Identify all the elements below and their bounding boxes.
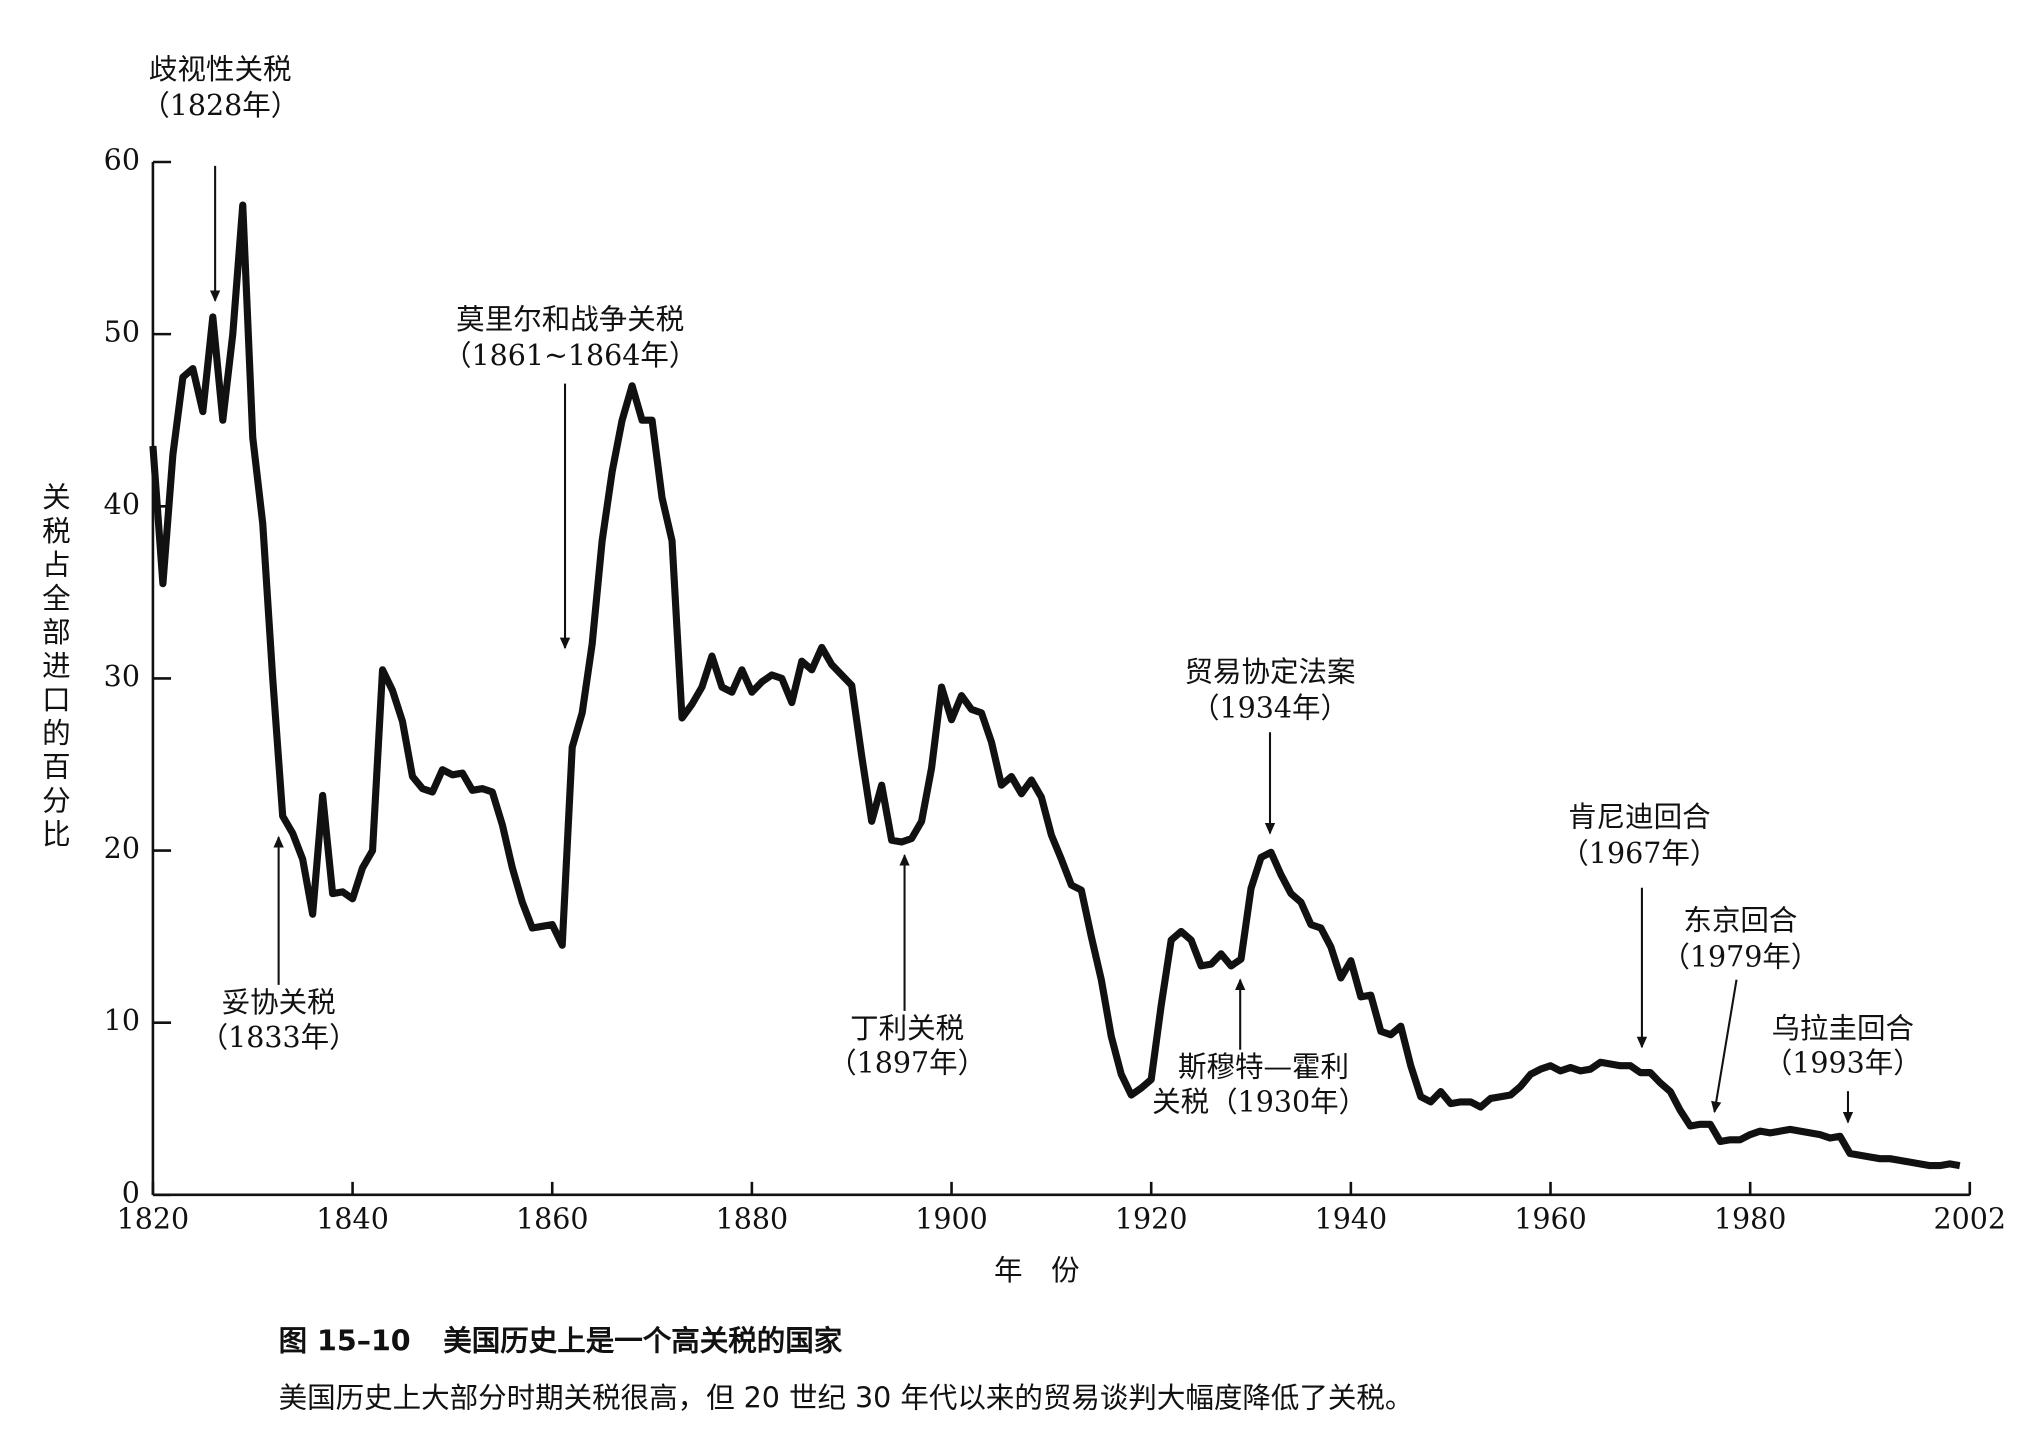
annotation: （1934年） [1191, 692, 1349, 725]
annotation: 妥协关税 [222, 986, 336, 1019]
annotation: （1861~1864年） [443, 339, 697, 372]
x-tick-label: 1940 [1315, 1202, 1388, 1235]
x-axis-label: 年 份 [994, 1254, 1080, 1287]
annotation: 乌拉圭回合 [1772, 1012, 1915, 1045]
x-tick-label: 1960 [1514, 1202, 1587, 1235]
data-line [149, 201, 1961, 1170]
y-tick-label: 30 [104, 660, 140, 693]
annotation: （1979年） [1661, 940, 1819, 973]
figure-number: 图 15–10 [279, 1325, 411, 1358]
y-tick-label: 20 [104, 832, 140, 865]
y-axis-label: 关税占全部进口的百分比 [38, 482, 71, 853]
x-tick-label: 1980 [1714, 1202, 1787, 1235]
annotation: 丁利关税 [850, 1012, 964, 1045]
x-tick-label: 1840 [316, 1202, 389, 1235]
annotation: （1833年） [200, 1021, 358, 1054]
annotation: 关税（1930年） [1152, 1086, 1367, 1119]
y-tick-label: 0 [122, 1176, 140, 1209]
y-tick-label: 40 [104, 488, 140, 521]
annotation: （1993年） [1764, 1047, 1922, 1080]
y-tick-label: 60 [104, 143, 140, 176]
annotation: （1897年） [828, 1047, 986, 1080]
x-tick-label: 2002 [1934, 1202, 2007, 1235]
figure-caption: 美国历史上大部分时期关税很高，但 20 世纪 30 年代以来的贸易谈判大幅度降低… [279, 1382, 1414, 1415]
annotation: 东京回合 [1683, 904, 1797, 937]
y-tick-label: 50 [104, 316, 140, 349]
arrow [1711, 979, 1738, 1114]
annotation: 莫里尔和战争关税 [456, 303, 684, 336]
x-tick-label: 1900 [915, 1202, 988, 1235]
x-tick-label: 1860 [516, 1202, 589, 1235]
figure-title: 美国历史上是一个高关税的国家 [443, 1325, 843, 1358]
x-tick-label: 1880 [716, 1202, 789, 1235]
annotation: 歧视性关税 [149, 53, 292, 86]
x-tick-label: 1820 [117, 1202, 190, 1235]
annotation: （1828年） [141, 89, 299, 122]
x-tick-label: 1920 [1115, 1202, 1188, 1235]
y-tick-label: 10 [104, 1004, 140, 1037]
annotation: （1967年） [1560, 837, 1718, 870]
annotation: 贸易协定法案 [1184, 655, 1355, 688]
annotation: 肯尼迪回合 [1568, 801, 1711, 834]
annotation: 斯穆特—霍利 [1178, 1051, 1349, 1084]
